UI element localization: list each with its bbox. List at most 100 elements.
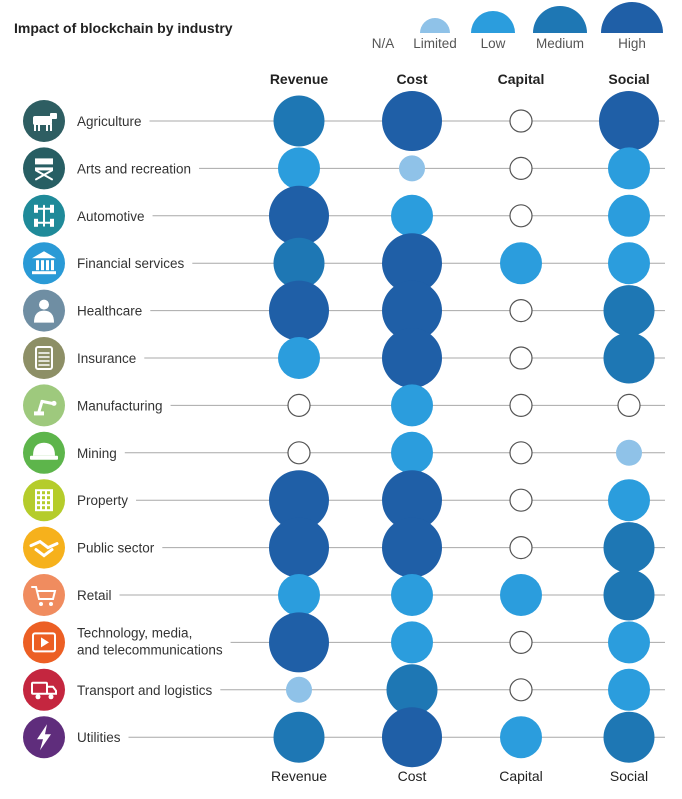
bubble-capital-n-a [509, 346, 533, 370]
column-header-revenue: Revenue [270, 71, 329, 87]
bubble-capital-n-a [509, 441, 533, 465]
industry-label: Mining [77, 446, 117, 461]
column-header-capital: Capital [498, 71, 545, 87]
chassis-icon [23, 194, 65, 237]
row-technology-media-and-telecommunications: Technology, media, and telecommunications [23, 612, 665, 673]
row-transport-and-logistics: Transport and logistics [23, 664, 665, 716]
industry-label: Public sector [77, 541, 155, 556]
industry-label: Retail [77, 588, 112, 603]
bubble-capital-n-a [509, 156, 533, 180]
bubble-revenue-high [269, 280, 329, 341]
bubble-social-n-a [617, 393, 641, 417]
column-header-cost: Cost [396, 71, 427, 87]
chart-title: Impact of blockchain by industry [14, 20, 233, 36]
bubble-revenue-medium [273, 711, 325, 763]
bubble-social-high [599, 91, 659, 151]
bubble-capital-low [500, 242, 542, 285]
bubble-revenue-high [269, 470, 329, 531]
legend-label-medium: Medium [536, 36, 584, 51]
cow-icon [23, 100, 65, 142]
bubble-revenue-medium [273, 95, 325, 147]
bubble-revenue-low [278, 147, 320, 190]
legend-label-limited: Limited [413, 36, 457, 51]
bubble-cost-low [391, 194, 433, 237]
bubble-capital-low [500, 716, 542, 759]
row-utilities: Utilities [23, 707, 665, 768]
bubble-social-low [608, 668, 650, 711]
bubble-social-medium [603, 522, 655, 574]
bubble-social-low [608, 147, 650, 190]
industry-label: Technology, media, [77, 625, 192, 640]
bubble-social-medium [603, 569, 655, 621]
industry-label: Healthcare [77, 304, 142, 319]
legend-label-high: High [618, 36, 646, 51]
column-footer-revenue: Revenue [271, 768, 327, 784]
bubble-capital-n-a [509, 204, 533, 228]
row-arts-and-recreation: Arts and recreation [23, 147, 665, 190]
bubble-cost-low [391, 384, 433, 427]
row-public-sector: Public sector [23, 517, 665, 578]
industry-label: Transport and logistics [77, 683, 213, 698]
row-property: Property [23, 470, 665, 531]
legend: N/A Limited Low Medium High [372, 2, 663, 51]
bank-icon [23, 242, 65, 285]
legend-label-low: Low [481, 36, 506, 51]
bubble-cost-high [382, 517, 442, 578]
robot-arm-icon [23, 384, 65, 427]
row-financial-services: Financial services [23, 233, 665, 294]
column-footer-social: Social [610, 768, 648, 784]
column-footer-cost: Cost [398, 768, 427, 784]
doctor-icon [23, 289, 65, 332]
industry-label: Property [77, 493, 128, 508]
bubble-cost-high [382, 280, 442, 341]
lightning-icon [23, 716, 65, 759]
bubble-social-medium [603, 332, 655, 384]
bubble-revenue-n-a [287, 393, 311, 417]
industry-rows: Agriculture Arts and recreation Automotive… [23, 91, 665, 768]
bubble-cost-low [391, 574, 433, 616]
document-icon [23, 337, 65, 379]
bubble-capital-low [500, 574, 542, 616]
industry-label: and telecommunications [77, 642, 223, 657]
legend-swatch-high [601, 2, 663, 33]
bubble-capital-n-a [509, 393, 533, 417]
row-automotive: Automotive [23, 185, 665, 246]
industry-label: Arts and recreation [77, 161, 191, 176]
legend-swatch-limited [420, 18, 450, 33]
row-retail: Retail [23, 569, 665, 621]
column-footer-capital: Capital [499, 768, 543, 784]
bubble-revenue-high [269, 185, 329, 246]
industry-label: Utilities [77, 730, 121, 745]
bubble-social-low [608, 194, 650, 237]
bubble-revenue-high [269, 517, 329, 578]
handshake-icon [23, 526, 65, 569]
industry-label: Manufacturing [77, 398, 163, 413]
column-header-social: Social [608, 71, 649, 87]
bubble-revenue-low [278, 337, 320, 379]
row-healthcare: Healthcare [23, 280, 665, 341]
directors-chair-icon [23, 147, 65, 190]
row-mining: Mining [23, 431, 665, 474]
column-headers: Revenue Cost Capital Social [270, 71, 650, 87]
bubble-social-limited [616, 439, 642, 466]
row-manufacturing: Manufacturing [23, 384, 665, 427]
bubble-capital-n-a [509, 299, 533, 323]
bubble-capital-n-a [509, 678, 533, 702]
bubble-social-low [608, 242, 650, 285]
bubble-cost-high [382, 470, 442, 531]
bubble-revenue-n-a [287, 441, 311, 465]
row-insurance: Insurance [23, 328, 665, 388]
legend-swatch-medium [533, 6, 587, 33]
legend-swatch-low [471, 11, 515, 33]
industry-label: Insurance [77, 351, 136, 366]
building-icon [23, 479, 65, 522]
bubble-capital-n-a [509, 630, 533, 655]
bubble-revenue-low [278, 574, 320, 616]
bubble-cost-low [391, 431, 433, 474]
bubble-cost-low [391, 621, 433, 664]
bubble-cost-high [382, 91, 442, 151]
bubble-social-low [608, 621, 650, 664]
bubble-revenue-high [269, 612, 329, 673]
bubble-revenue-limited [286, 676, 312, 703]
